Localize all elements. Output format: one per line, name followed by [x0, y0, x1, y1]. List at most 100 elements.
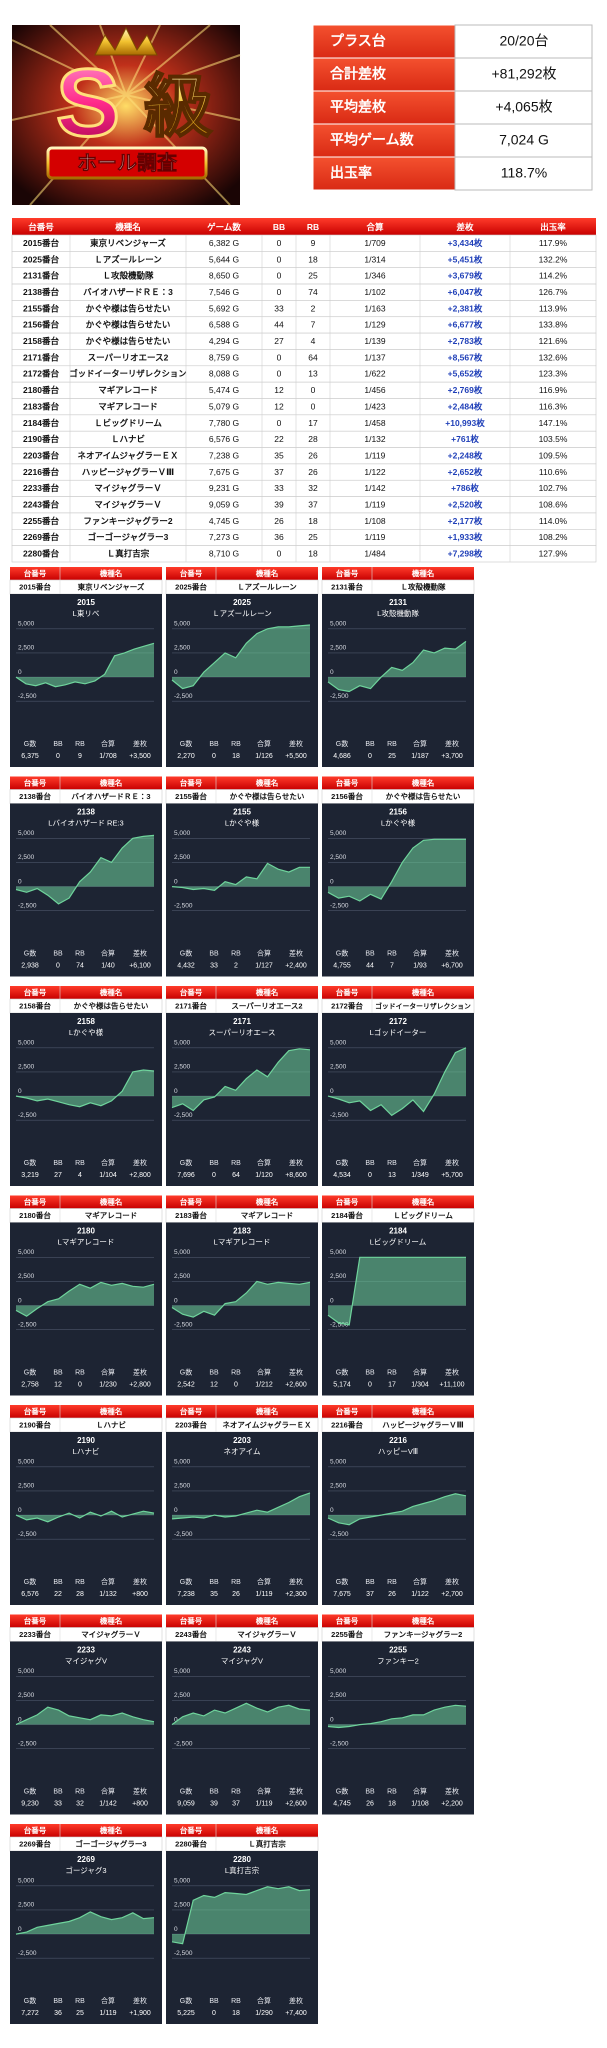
card-header-bg	[322, 567, 474, 580]
y-tick-label: 2,500	[330, 1483, 347, 1490]
stat-value: 4,745	[333, 1800, 351, 1807]
stat-label: G数	[24, 1367, 36, 1376]
table-cell: 117.9%	[539, 238, 568, 248]
card-unit: 2155番台	[175, 791, 207, 801]
y-tick-label: 2,500	[18, 1692, 35, 1699]
table-cell: +2,652枚	[448, 467, 483, 477]
y-tick-label: -2,500	[174, 1950, 193, 1957]
card-model: マギアレコード	[241, 1210, 294, 1220]
y-tick-label: -2,500	[18, 1531, 37, 1538]
table-header: ゲーム数	[207, 222, 241, 232]
chart-panel	[10, 1851, 162, 2024]
stat-label: RB	[75, 1160, 85, 1167]
stat-label: G数	[180, 739, 192, 748]
card-header-label: 機種名	[412, 1615, 435, 1625]
summary-label: 平均差枚	[330, 99, 387, 115]
y-tick-label: 2,500	[174, 1692, 191, 1699]
table-cell: 2015番台	[23, 238, 59, 248]
stat-label: BB	[53, 1369, 63, 1376]
line	[15, 1706, 155, 1726]
card-unit: 2138番台	[19, 791, 51, 801]
chart-title: 2233	[77, 1646, 95, 1655]
table-cell: 8,759 G	[209, 352, 239, 362]
y-tick-label: 0	[18, 1926, 22, 1933]
card-header-label: 機種名	[100, 1615, 123, 1625]
card-unit: 2280番台	[175, 1838, 207, 1848]
table-cell: 108.6%	[539, 500, 568, 510]
y-tick-label: 0	[330, 878, 334, 885]
stat-value: 1/93	[413, 962, 427, 969]
table-cell: 109.5%	[539, 450, 568, 460]
card-model: ファンキージャグラー2	[384, 1629, 463, 1639]
chart-title: 2158	[77, 1017, 95, 1026]
card-header-label: 機種名	[412, 568, 435, 578]
table-cell: 121.6%	[539, 336, 568, 346]
stat-label: G数	[180, 1158, 192, 1167]
y-tick-label: -2,500	[18, 902, 37, 909]
stat-label: 差枚	[133, 948, 147, 957]
card-header-label: 機種名	[100, 1406, 123, 1416]
stat-value: 1/119	[256, 1591, 273, 1598]
table-cell: 2025番台	[23, 254, 59, 264]
stat-value: +2,300	[285, 1591, 307, 1598]
stat-label: RB	[231, 1369, 241, 1376]
stat-label: 合算	[257, 1367, 271, 1376]
stat-label: RB	[231, 1579, 241, 1586]
summary-value: 118.7%	[501, 165, 547, 181]
y-tick-label: -2,500	[174, 902, 193, 909]
line	[327, 1256, 466, 1326]
stat-value: 1/126	[255, 753, 273, 760]
y-tick-label: 2,500	[330, 1273, 347, 1280]
table-cell: 2158番台	[23, 336, 59, 346]
stat-value: 6,576	[21, 1591, 39, 1598]
stat-label: BB	[209, 1998, 219, 2005]
summary-value-cell	[454, 156, 593, 191]
stat-value: 1/708	[99, 753, 117, 760]
stat-label: 差枚	[289, 739, 303, 748]
chart-title: 2269	[77, 1855, 95, 1864]
table-cell: 37	[308, 500, 318, 510]
stat-value: 17	[388, 1381, 396, 1388]
area-fill	[16, 1282, 154, 1317]
y-tick-label: -2,500	[330, 1740, 349, 1747]
table-cell: 1/163	[364, 303, 386, 313]
table-cell: +3,434枚	[448, 238, 483, 248]
card-header-label: 機種名	[100, 777, 123, 787]
stat-value: +1,900	[129, 2010, 151, 2017]
y-tick-label: 5,000	[18, 1249, 35, 1256]
card-header-label: 台番号	[336, 1406, 359, 1416]
chart-subtitle: スーパーリオエース	[208, 1028, 275, 1037]
table-cell: 108.2%	[539, 532, 568, 542]
y-tick-label: -2,500	[330, 1321, 349, 1328]
stat-value: 26	[388, 1591, 396, 1598]
card-unit: 2255番台	[331, 1629, 363, 1639]
stat-label: G数	[24, 739, 36, 748]
summary-label-cell	[312, 57, 456, 92]
stat-label: 合算	[101, 1158, 115, 1167]
table-cell: 1/709	[364, 238, 386, 248]
table-cell: 9,231 G	[209, 483, 239, 493]
stat-label: 差枚	[289, 1996, 303, 2005]
stat-value: 25	[76, 2010, 84, 2017]
table-cell: 5,692 G	[209, 303, 239, 313]
stat-label: RB	[387, 741, 397, 748]
table-cell: 33	[274, 483, 284, 493]
stat-label: 合算	[257, 1577, 271, 1586]
stat-label: 差枚	[289, 948, 303, 957]
line	[15, 1911, 155, 1935]
stat-label: G数	[336, 1577, 348, 1586]
y-tick-label: 5,000	[18, 1040, 35, 1047]
chart-subtitle: Lバイオハザード RE:3	[48, 818, 123, 827]
line	[171, 1702, 311, 1726]
stat-value: 0	[56, 962, 60, 969]
table-cell: 東京リベンジャーズ	[90, 238, 166, 248]
logo-crown	[94, 26, 158, 56]
table-cell: 0	[277, 352, 282, 362]
table-cell: 116.3%	[539, 401, 568, 411]
table-cell: 8,650 G	[209, 271, 239, 281]
card-header-bg	[10, 986, 162, 999]
table-cell: Ｌハナビ	[111, 434, 146, 444]
table-cell: 1/119	[365, 450, 386, 460]
stat-value: 1/40	[101, 962, 115, 969]
line	[327, 1704, 467, 1729]
